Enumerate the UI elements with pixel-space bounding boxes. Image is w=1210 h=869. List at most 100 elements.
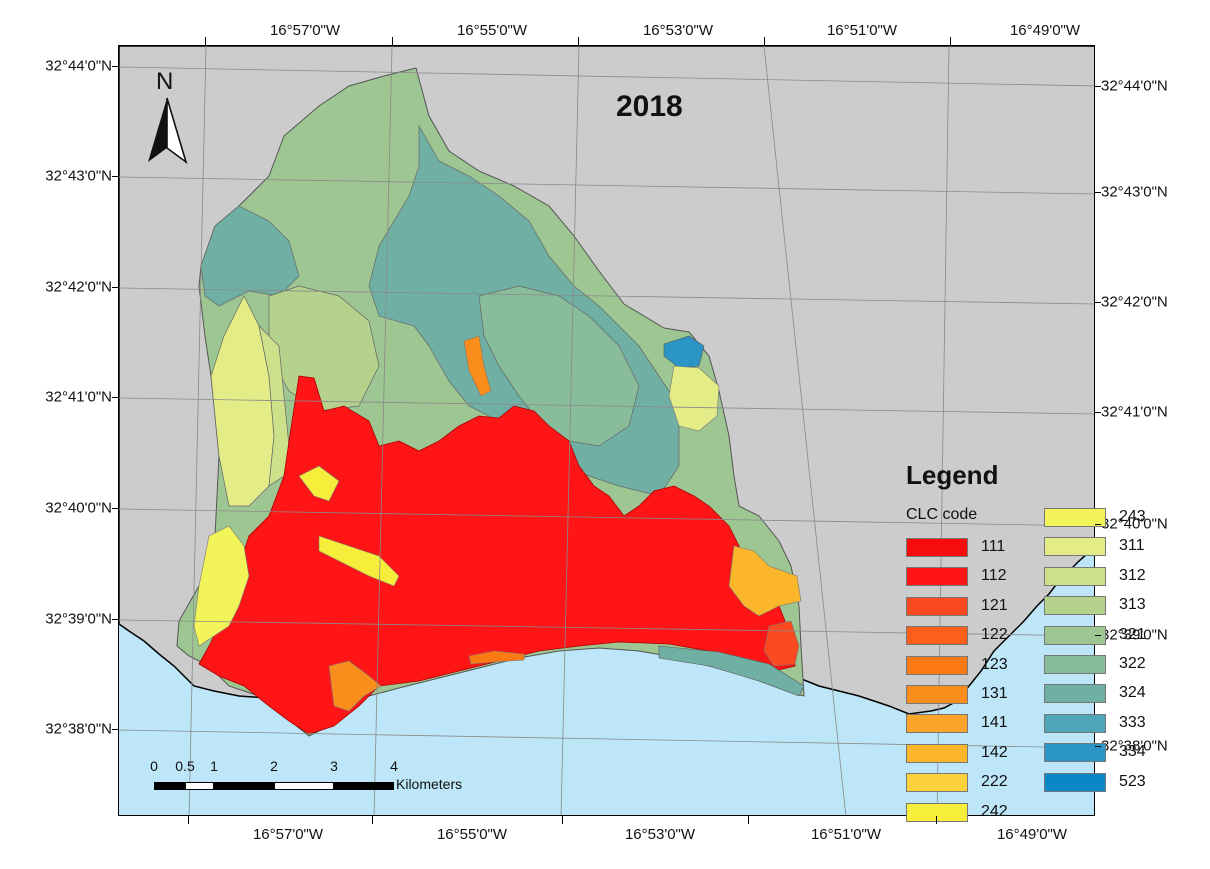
legend-swatch <box>1044 772 1106 792</box>
scale-bar-label: 1 <box>210 758 218 774</box>
legend-label: 333 <box>1119 713 1146 731</box>
frame-tick <box>112 66 118 67</box>
frame-tick <box>372 816 373 824</box>
frame-tick <box>112 508 118 509</box>
legend-label: 141 <box>981 714 1008 732</box>
scale-bar-segment <box>334 782 394 790</box>
legend-swatch <box>906 567 968 587</box>
frame-tick <box>1095 746 1101 747</box>
legend-swatch <box>906 802 968 822</box>
graticule-line <box>763 46 847 815</box>
legend-title: Legend <box>906 460 999 490</box>
lat-label-left: 32°42'0"N <box>45 278 112 296</box>
legend-label: 111 <box>981 538 1006 555</box>
zone-123-port <box>468 650 525 665</box>
lon-label-bottom: 16°49'0"W <box>996 826 1068 843</box>
lat-label-left: 32°38'0"N <box>45 720 112 738</box>
zone-242-b <box>298 465 340 502</box>
zone-311-east <box>668 365 720 432</box>
north-arrow-icon <box>148 97 188 165</box>
legend-swatch <box>1044 713 1106 733</box>
zone-131-center <box>328 660 382 712</box>
frame-tick <box>205 37 206 45</box>
map-title: 2018 <box>616 90 683 123</box>
lat-label-right: 32°44'0"N <box>1101 77 1168 95</box>
frame-tick <box>1095 192 1101 193</box>
legend-label: 311 <box>1119 537 1145 555</box>
legend-swatch <box>1044 655 1106 674</box>
graticule-line <box>188 46 207 815</box>
graticule-line <box>119 508 1094 527</box>
legend-label: 321 <box>1119 625 1146 643</box>
legend-swatch <box>906 685 968 704</box>
frame-tick <box>764 37 765 45</box>
legend-label: 243 <box>1119 508 1146 525</box>
lat-label-right: 32°40'0"N <box>1101 515 1168 533</box>
legend-label: 322 <box>1119 655 1146 672</box>
scale-bar-label: 3 <box>330 758 338 774</box>
legend-swatch <box>906 714 968 734</box>
zone-131-north <box>463 335 492 397</box>
graticule-line <box>119 66 1094 87</box>
zone-243-west <box>193 525 250 647</box>
legend-label: 131 <box>981 685 1008 702</box>
frame-tick <box>112 176 118 177</box>
scale-bar-segment <box>185 782 214 790</box>
zone-141-east <box>728 545 802 617</box>
frame-tick <box>188 816 189 824</box>
legend-subtitle: CLC code <box>906 506 978 523</box>
legend-swatch <box>1044 625 1106 645</box>
frame-tick <box>748 816 749 824</box>
legend-label: 523 <box>1119 772 1146 790</box>
frame-tick <box>1095 86 1101 87</box>
frame-tick <box>1095 302 1101 303</box>
graticule-line <box>373 46 393 815</box>
frame-tick <box>1095 412 1101 413</box>
legend-swatch <box>1044 743 1106 763</box>
legend-swatch <box>906 538 968 557</box>
scale-bar: 0 0.5 1 2 3 4 Kilometers <box>150 758 490 798</box>
lat-label-right: 32°38'0"N <box>1101 737 1168 755</box>
graticule-line <box>119 397 1094 415</box>
lat-label-left: 32°43'0"N <box>45 167 112 185</box>
lon-label-top: 16°53'0"W <box>642 22 714 39</box>
lat-label-left: 32°40'0"N <box>45 499 112 517</box>
scale-bar-label: 0 <box>150 758 158 774</box>
legend-swatch <box>1044 684 1106 704</box>
north-label: N <box>156 68 174 95</box>
legend-swatch <box>1044 596 1106 616</box>
lon-label-bottom: 16°51'0"W <box>810 826 882 843</box>
zone-324-west <box>200 205 300 307</box>
lat-label-right: 32°43'0"N <box>1101 183 1168 201</box>
legend-swatch <box>906 655 968 675</box>
frame-tick <box>1095 635 1101 636</box>
lat-label-left: 32°44'0"N <box>45 57 112 75</box>
scale-bar-label: 0.5 <box>175 758 195 774</box>
lat-label-right: 32°39'0"N <box>1101 626 1168 644</box>
legend-swatch <box>906 596 968 616</box>
graticule-line <box>119 287 1094 305</box>
legend-label: 121 <box>981 596 1008 614</box>
lat-label-right: 32°42'0"N <box>1101 293 1168 311</box>
lon-label-bottom: 16°55'0"W <box>436 826 508 843</box>
lat-label-left: 32°39'0"N <box>45 610 112 628</box>
legend-label: 312 <box>1119 566 1146 584</box>
legend-swatch <box>1044 537 1106 557</box>
legend-label: 122 <box>981 626 1008 644</box>
legend-label: 324 <box>1119 684 1146 702</box>
legend-label: 334 <box>1119 743 1146 761</box>
lat-label-left: 32°41'0"N <box>45 388 112 406</box>
scale-bar-segment <box>154 782 185 790</box>
lon-label-top: 16°49'0"W <box>1009 22 1081 39</box>
frame-tick <box>112 619 118 620</box>
scale-bar-label: 4 <box>390 758 398 774</box>
scale-bar-segment <box>274 782 334 790</box>
legend: Legend CLC code 111 112 121 122 123 131 141 142… <box>906 460 1146 822</box>
lon-label-bottom: 16°57'0"W <box>252 826 324 843</box>
lat-label-right: 32°41'0"N <box>1101 403 1168 421</box>
frame-tick <box>578 37 579 45</box>
legend-swatch <box>906 773 968 793</box>
frame-tick <box>950 37 951 45</box>
legend-swatch <box>906 743 968 763</box>
legend-swatch <box>906 626 968 646</box>
